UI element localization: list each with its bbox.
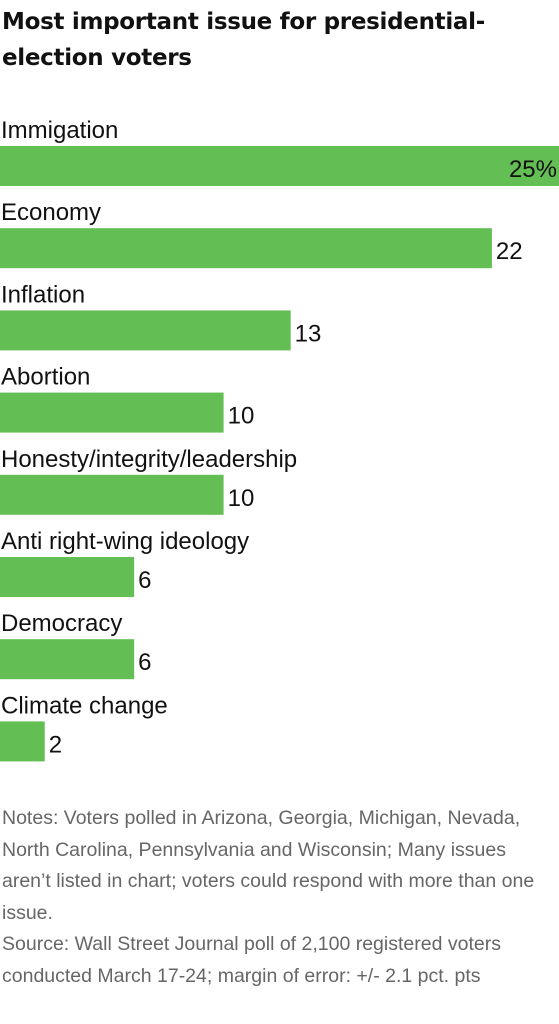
chart-footnotes: Notes: Voters polled in Arizona, Georgia… — [2, 803, 557, 992]
category-label-climate-change: Climate change — [1, 692, 168, 719]
bar-economy — [0, 228, 492, 269]
bar-abortion — [0, 392, 224, 433]
category-label-economy: Economy — [1, 199, 101, 226]
value-label-honesty-integrity-leadership: 10 — [228, 485, 255, 512]
category-label-anti-right-wing-ideology: Anti right-wing ideology — [1, 528, 249, 555]
category-label-immigation: Immigation — [1, 117, 118, 144]
category-label-abortion: Abortion — [1, 364, 90, 391]
bar-climate-change — [0, 721, 45, 762]
value-label-abortion: 10 — [228, 403, 255, 430]
value-label-climate-change: 2 — [49, 731, 62, 758]
chart-title: Most important issue for presidential-el… — [2, 9, 485, 71]
bar-honesty-integrity-leadership — [0, 474, 224, 515]
value-label-anti-right-wing-ideology: 6 — [138, 567, 151, 594]
category-label-democracy: Democracy — [1, 610, 122, 637]
category-label-inflation: Inflation — [1, 281, 85, 308]
source-text: Source: Wall Street Journal poll of 2,10… — [2, 933, 501, 987]
category-label-honesty-integrity-leadership: Honesty/integrity/leadership — [1, 446, 297, 473]
value-label-inflation: 13 — [295, 320, 322, 347]
bar-anti-right-wing-ideology — [0, 557, 135, 597]
value-label-democracy: 6 — [138, 649, 151, 676]
bar-chart: Immigation 25% Economy 22 Inflation 13 Abortio… — [0, 117, 559, 762]
notes-text: Notes: Voters polled in Arizona, Georgia… — [2, 807, 535, 924]
bar-inflation — [0, 310, 291, 351]
bar-democracy — [0, 639, 135, 680]
value-label-economy: 22 — [496, 238, 523, 265]
value-label-immigation: 25% — [509, 156, 557, 183]
bar-immigation — [0, 146, 559, 186]
